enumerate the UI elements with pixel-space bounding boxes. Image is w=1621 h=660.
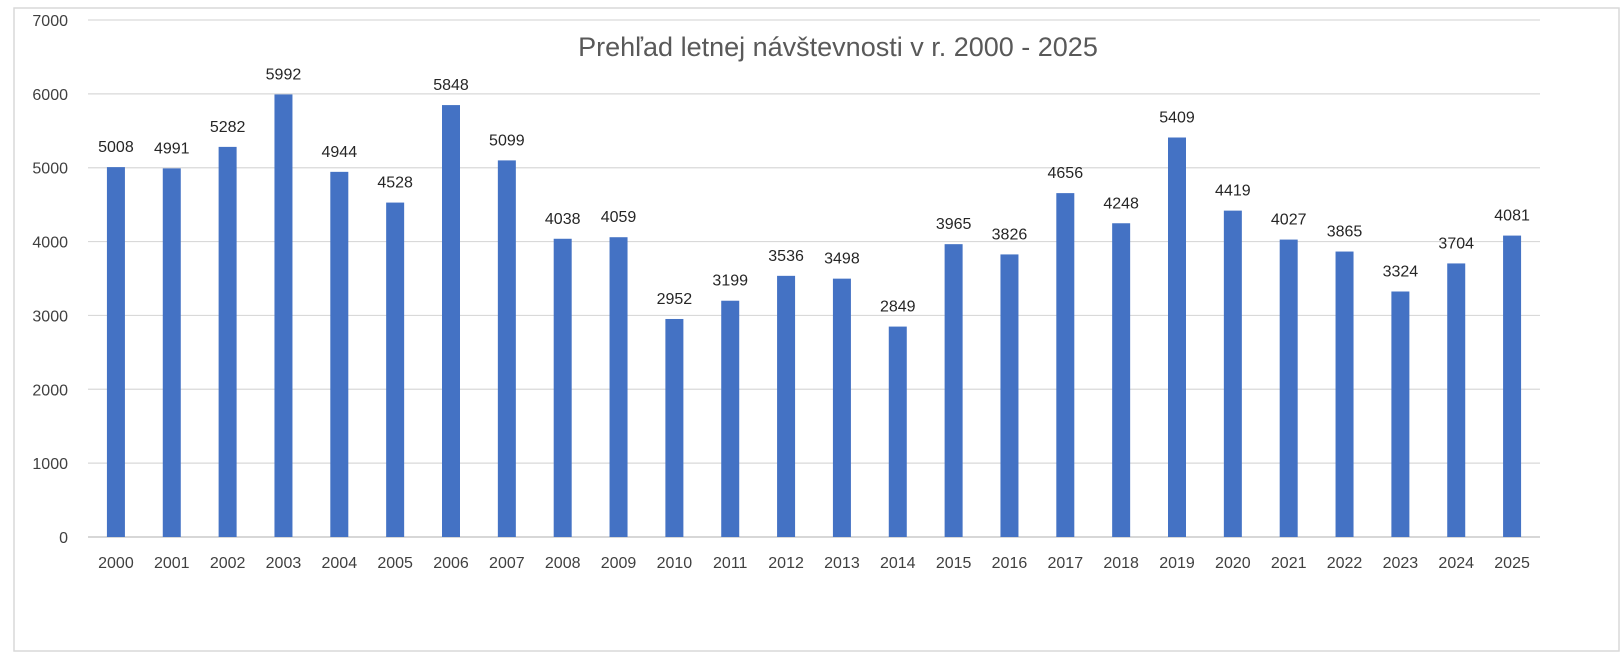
data-label: 2952 [657, 291, 693, 308]
bar [888, 326, 907, 537]
bar [665, 318, 684, 537]
x-tick-label: 2008 [545, 555, 581, 572]
bar [386, 202, 405, 537]
data-label: 4248 [1103, 195, 1139, 212]
bar [1503, 235, 1522, 538]
bar [1000, 254, 1019, 537]
bar [609, 237, 628, 537]
data-label: 4419 [1215, 183, 1251, 200]
bar [1391, 291, 1410, 537]
x-tick-label: 2011 [713, 555, 748, 572]
x-tick-label: 2010 [657, 555, 693, 572]
x-tick-label: 2025 [1494, 555, 1530, 572]
data-label: 4528 [377, 175, 413, 192]
data-label: 4027 [1271, 212, 1307, 229]
x-tick-label: 2016 [992, 555, 1028, 572]
bar [162, 168, 181, 537]
y-tick-label: 3000 [32, 308, 68, 325]
x-tick-label: 2001 [154, 555, 190, 572]
data-label: 4944 [322, 144, 358, 161]
data-label: 3536 [768, 248, 804, 265]
data-label: 3324 [1383, 263, 1419, 280]
x-tick-label: 2020 [1215, 555, 1251, 572]
data-label: 5409 [1159, 110, 1195, 127]
data-label: 3704 [1438, 235, 1474, 252]
bar [832, 278, 851, 537]
x-tick-label: 2015 [936, 555, 972, 572]
x-tick-label: 2012 [768, 555, 804, 572]
data-label: 5848 [433, 77, 469, 94]
x-tick-label: 2013 [824, 555, 860, 572]
y-tick-label: 6000 [32, 87, 68, 104]
bar [721, 300, 740, 537]
x-tick-label: 2006 [433, 555, 469, 572]
data-label: 4038 [545, 211, 581, 228]
x-tick-label: 2005 [377, 555, 413, 572]
bar [1112, 223, 1131, 537]
x-tick-label: 2002 [210, 555, 246, 572]
data-label: 4059 [601, 209, 637, 226]
bar [106, 167, 125, 538]
data-label: 5992 [266, 66, 302, 83]
x-tick-label: 2022 [1327, 555, 1363, 572]
bar [442, 105, 460, 537]
bar [330, 171, 349, 537]
bars [106, 94, 1522, 538]
x-tick-label: 2000 [98, 555, 134, 572]
x-tick-label: 2003 [266, 555, 302, 572]
y-tick-label: 5000 [32, 161, 68, 178]
data-label: 4656 [1048, 165, 1084, 182]
data-label: 4081 [1494, 208, 1530, 225]
data-label: 3199 [712, 273, 748, 290]
bar [1223, 210, 1242, 537]
data-label: 3826 [992, 226, 1028, 243]
data-label: 4991 [154, 140, 190, 157]
x-axis-tick-labels: 2000 2001 2002 2003 2004 2005 2006 2007 2008 2009… [98, 555, 1530, 572]
bar [1447, 263, 1466, 537]
x-tick-label: 2024 [1438, 555, 1474, 572]
chart-title: Prehľad letnej návštevnosti v r. 2000 - … [578, 32, 1098, 62]
bar [777, 275, 796, 537]
data-label: 3965 [936, 216, 972, 233]
x-tick-label: 2021 [1271, 555, 1307, 572]
y-tick-label: 7000 [32, 13, 68, 30]
data-label: 5099 [489, 132, 525, 149]
data-label: 2849 [880, 299, 916, 316]
data-labels: 5008 4991 5282 5992 4944 4528 5848 5099 4038 4059… [98, 66, 1530, 315]
x-tick-label: 2018 [1103, 555, 1139, 572]
x-tick-label: 2014 [880, 555, 916, 572]
bar [1335, 251, 1354, 537]
bar [1056, 193, 1075, 537]
x-tick-label: 2019 [1159, 555, 1195, 572]
x-tick-label: 2004 [322, 555, 358, 572]
y-tick-label: 4000 [32, 235, 68, 252]
x-tick-label: 2007 [489, 555, 525, 572]
x-tick-label: 2009 [601, 555, 637, 572]
bar [1279, 239, 1298, 538]
bar [274, 94, 293, 537]
bar [944, 244, 963, 537]
data-label: 3498 [824, 251, 860, 268]
bar [218, 146, 237, 537]
data-label: 5008 [98, 139, 134, 156]
y-tick-label: 2000 [32, 382, 68, 399]
y-tick-label: 0 [59, 530, 68, 547]
data-label: 5282 [210, 119, 246, 136]
chart-border [13, 7, 1620, 652]
y-axis-tick-labels: 0 1000 2000 3000 4000 5000 6000 7000 [32, 13, 68, 547]
x-tick-label: 2017 [1048, 555, 1084, 572]
bar [1168, 137, 1186, 537]
data-label: 3865 [1327, 224, 1363, 241]
bar [553, 238, 572, 537]
gridlines [88, 19, 1540, 538]
bar [497, 160, 516, 537]
y-tick-label: 1000 [32, 456, 68, 473]
x-tick-label: 2023 [1383, 555, 1419, 572]
